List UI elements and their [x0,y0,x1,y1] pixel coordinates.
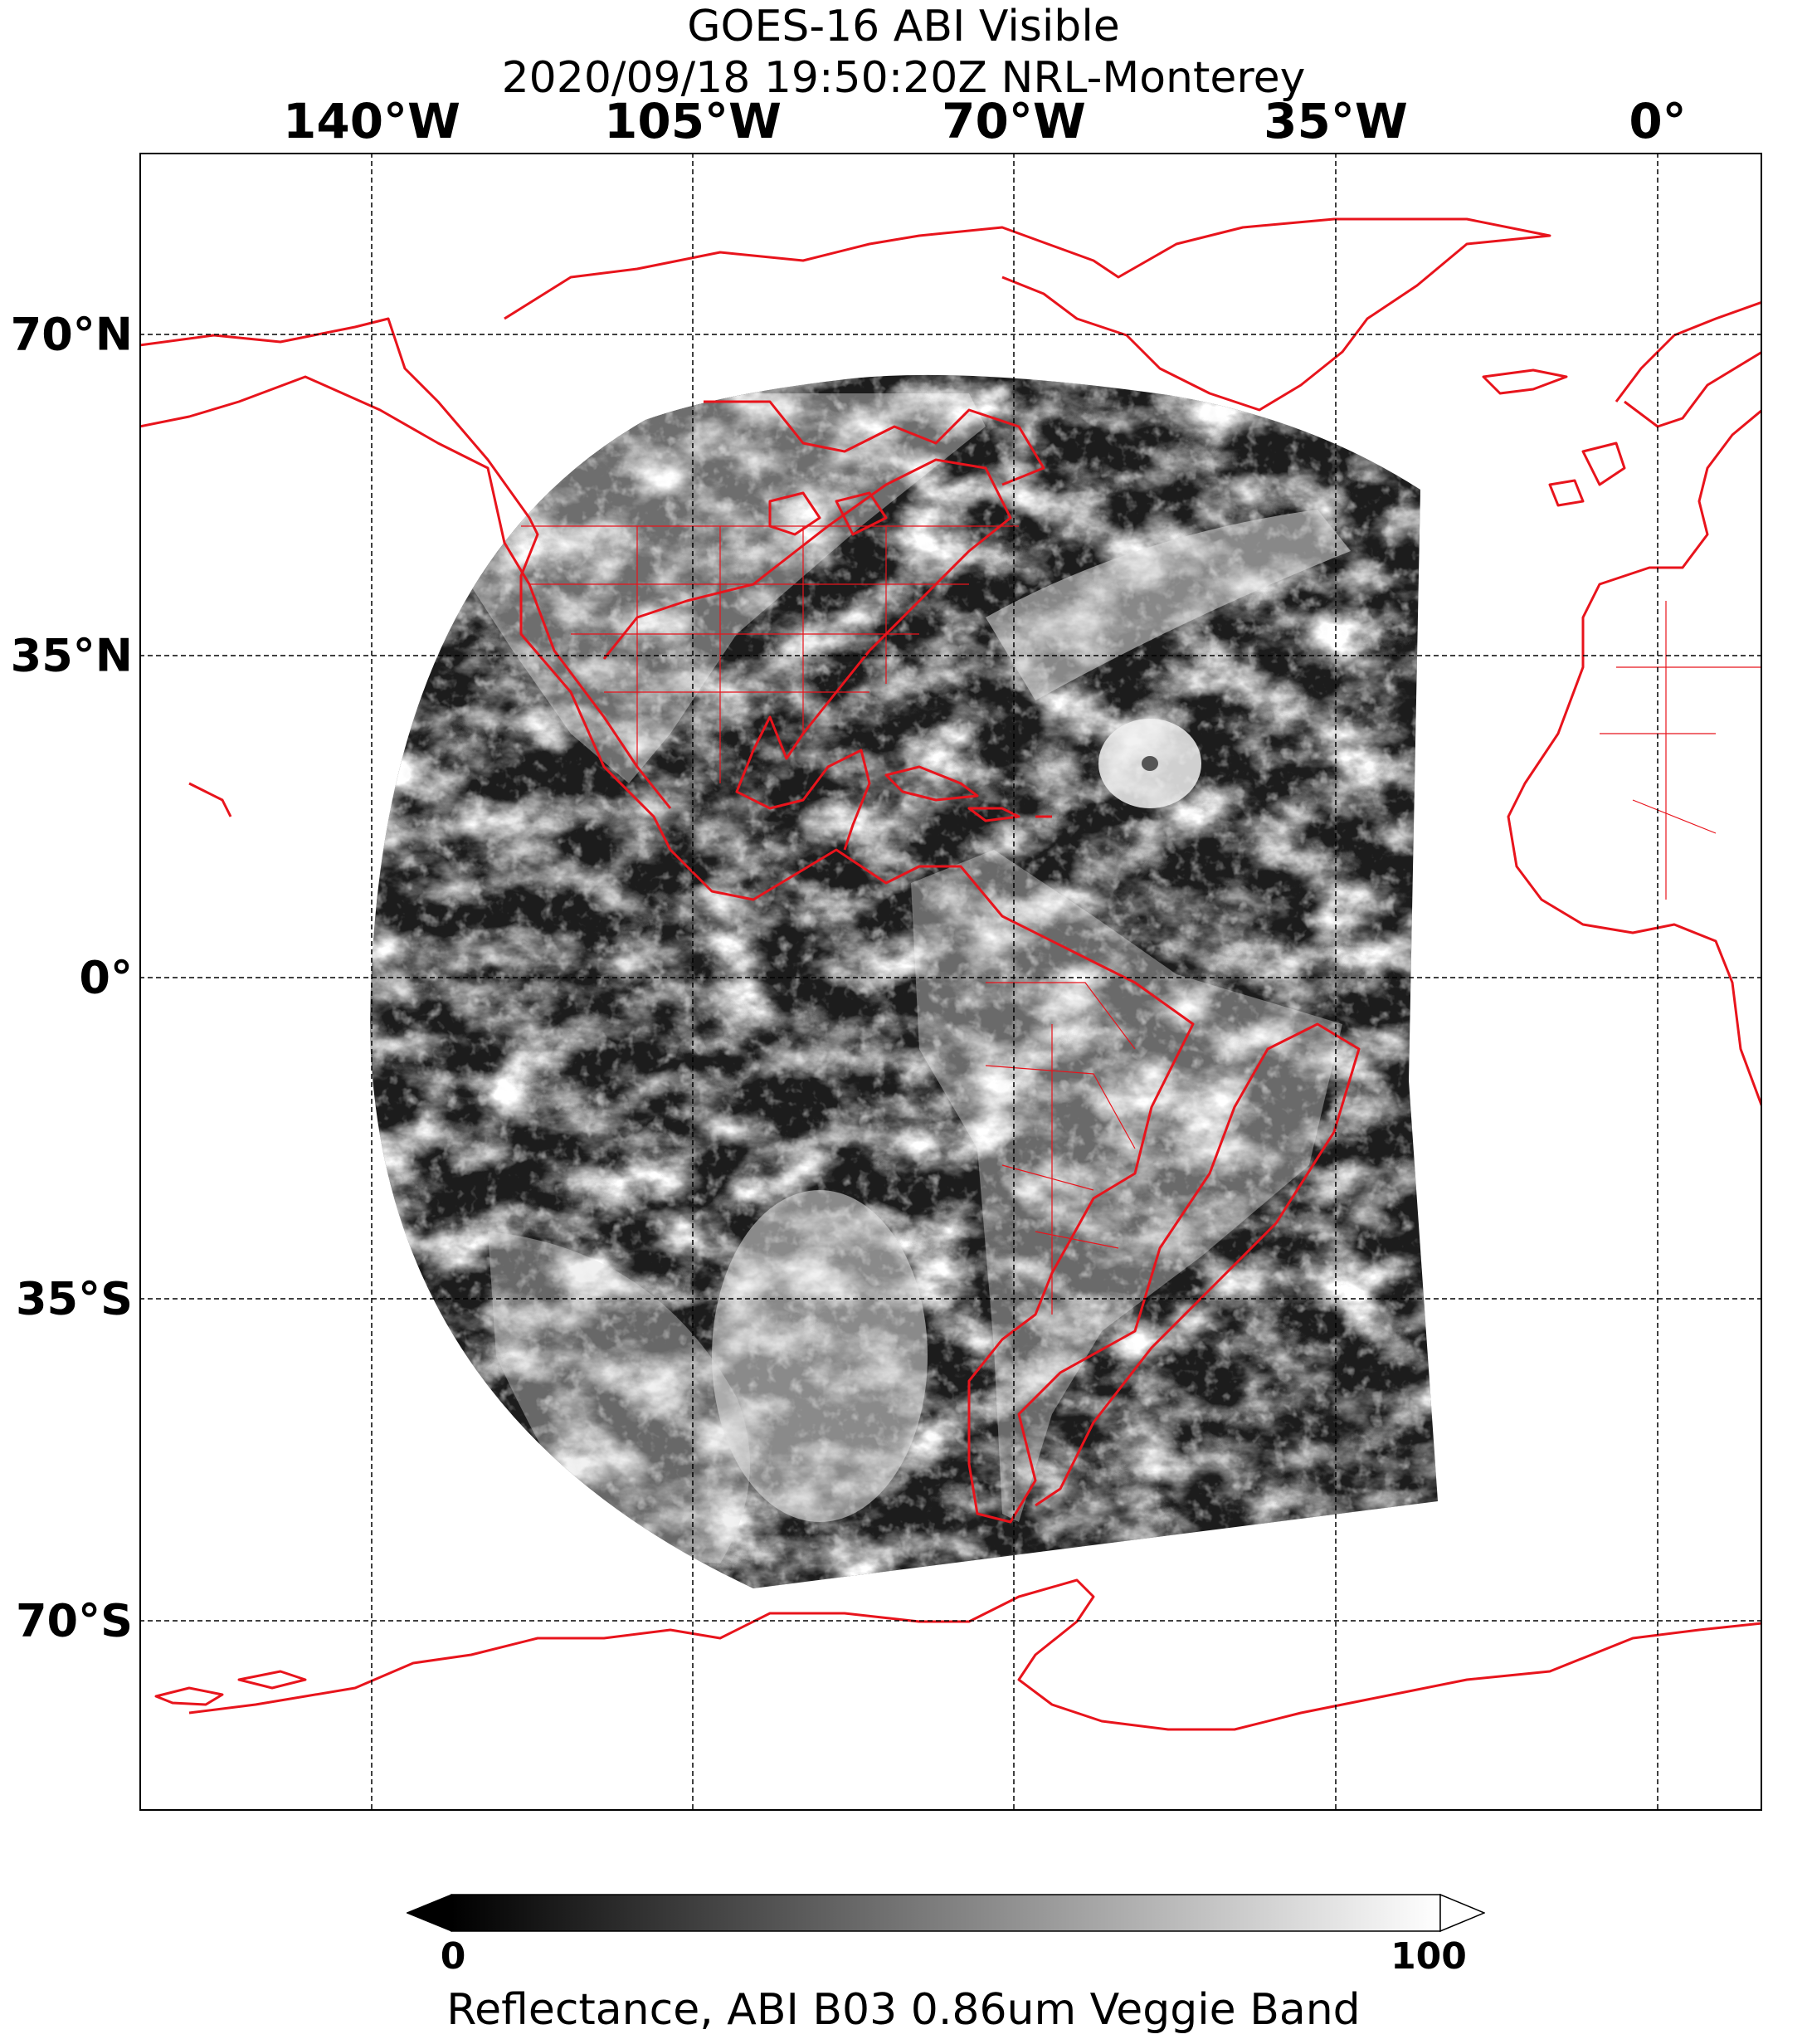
lon-tick-label-70w: 70°W [942,93,1086,149]
map-frame [139,153,1762,1811]
lon-tick-label-140w: 140°W [282,93,461,149]
graticule [139,153,1762,1811]
lat-tick-label-0: 0° [79,951,133,1004]
colorbar [407,1894,1485,1932]
lat-tick-label-70s: 70°S [15,1594,133,1647]
colorbar-label: Reflectance, ABI B03 0.86um Veggie Band [446,1985,1361,2035]
colorbar-min-label: 0 [440,1935,466,1978]
lat-tick-label-70n: 70°N [10,308,133,361]
colorbar-extend-low [407,1894,452,1932]
chart-title: GOES-16 ABI Visible [687,2,1120,51]
lon-tick-label-35w: 35°W [1264,93,1408,149]
chart-subtitle: 2020/09/18 19:50:20Z NRL-Monterey [501,53,1306,103]
colorbar-max-label: 100 [1391,1935,1467,1978]
lat-tick-label-35n: 35°N [10,629,133,682]
satellite-imagery [370,374,1438,1589]
lat-tick-label-35s: 35°S [15,1272,133,1325]
lon-tick-label-105w: 105°W [603,93,782,149]
coastlines [139,217,1762,1731]
colorbar-extend-high [1439,1894,1485,1932]
lon-tick-label-0: 0° [1629,93,1687,149]
satellite-map[interactable] [139,153,1762,1811]
colorbar-gradient [451,1894,1441,1932]
